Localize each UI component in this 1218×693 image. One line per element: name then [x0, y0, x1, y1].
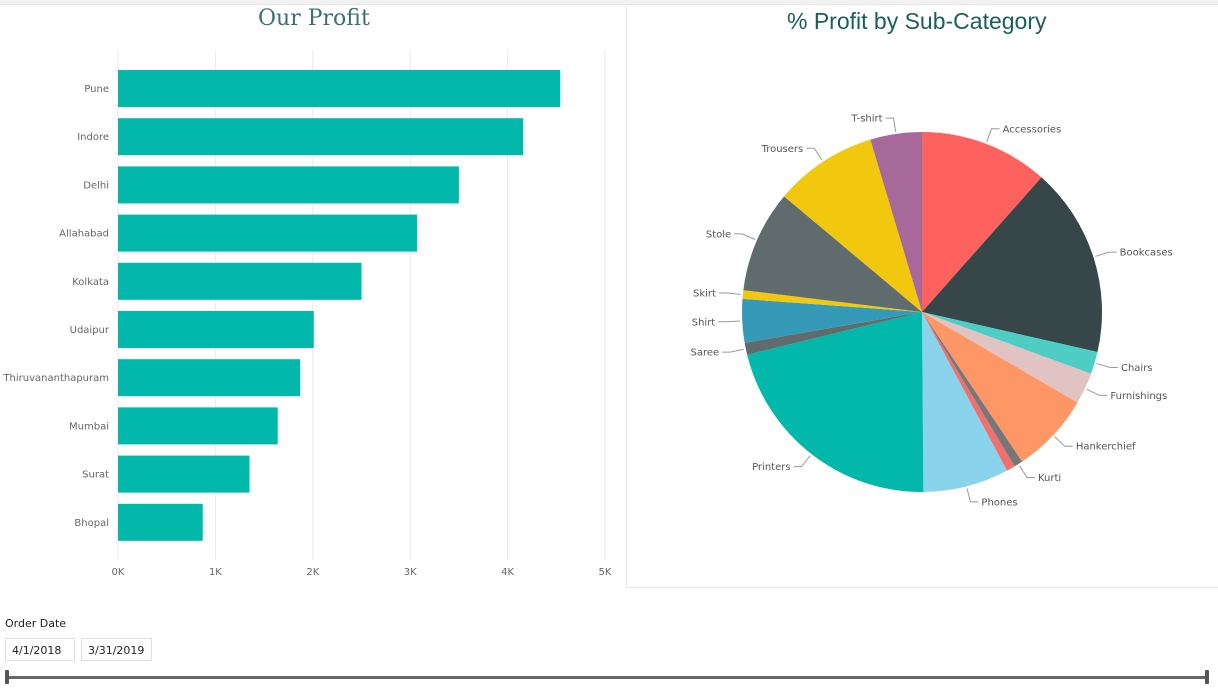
pie-slice-label: Printers — [752, 462, 790, 473]
pie-leader-line — [1019, 465, 1035, 479]
pie-leader-line — [1096, 363, 1118, 369]
pie-leader-line — [734, 233, 756, 240]
bar-chart-title: Our Profit — [258, 6, 370, 31]
pie-slice-label: T-shirt — [850, 114, 882, 125]
pie-slice[interactable] — [743, 196, 922, 312]
x-tick-label: 3K — [404, 567, 417, 578]
bar[interactable] — [118, 118, 524, 156]
bar[interactable] — [118, 262, 362, 300]
y-category-label: Mumbai — [69, 421, 109, 432]
pie-slice[interactable] — [747, 312, 924, 492]
bar[interactable] — [118, 166, 459, 204]
y-category-label: Pune — [84, 84, 109, 95]
top-strip — [0, 0, 1218, 5]
y-category-label: Thiruvananthapuram — [2, 373, 109, 384]
bar[interactable] — [118, 359, 301, 397]
pie-leader-line — [1054, 436, 1073, 447]
pie-slice[interactable] — [922, 312, 1098, 374]
y-category-label: Kolkata — [72, 277, 109, 288]
pie-slice[interactable] — [870, 132, 922, 312]
pie-leader-line — [1086, 388, 1108, 396]
pie-leader-line — [806, 147, 823, 161]
pie-slice[interactable] — [922, 177, 1103, 353]
pie-slice[interactable] — [744, 312, 922, 355]
bar[interactable] — [118, 455, 250, 493]
x-tick-label: 5K — [599, 567, 612, 578]
pie-chart[interactable]: Accessories Bookcases Chairs Furnishings Han… — [690, 114, 1172, 509]
charts-canvas: 0K 1K 2K 3K 4K 5K Pune Indore Delhi Allahabad Kolk… — [2, 50, 1173, 578]
bar[interactable] — [118, 407, 278, 445]
pie-leader-line — [986, 128, 1000, 143]
pie-slice[interactable] — [922, 312, 1007, 492]
pie-slice[interactable] — [784, 139, 922, 312]
x-tick-label: 2K — [306, 567, 319, 578]
end-date-input[interactable]: 3/31/2019 — [81, 638, 152, 661]
pie-slice-label: Furnishings — [1110, 391, 1167, 402]
bar[interactable] — [118, 70, 561, 107]
pie-slice[interactable] — [922, 312, 1023, 467]
pie-slice-label: Shirt — [692, 317, 716, 328]
pie-leader-line — [718, 292, 741, 295]
pie-slice-label: Phones — [981, 497, 1017, 508]
pie-leader-line — [722, 348, 744, 353]
pie-slice-label: Bookcases — [1120, 248, 1173, 259]
y-category-label: Indore — [77, 132, 109, 143]
pie-leader-line — [793, 455, 811, 468]
bar-chart[interactable]: 0K 1K 2K 3K 4K 5K Pune Indore Delhi Allahabad Kolk… — [2, 50, 612, 578]
pie-slice[interactable] — [922, 312, 1015, 471]
pie-visual-container — [626, 5, 1218, 588]
pie-slice-label: Hankerchief — [1076, 442, 1136, 453]
bar[interactable] — [118, 311, 314, 348]
pie-slice[interactable] — [922, 312, 1078, 462]
slider-start-handle[interactable] — [5, 670, 9, 684]
bar[interactable] — [118, 503, 203, 541]
pie-slice[interactable] — [742, 290, 922, 312]
date-range-slider-track[interactable] — [7, 676, 1207, 679]
y-category-label: Surat — [82, 470, 109, 481]
pie-slice[interactable] — [922, 312, 1092, 403]
pie-slice-label: Skirt — [693, 288, 716, 299]
slicer-title: Order Date — [5, 617, 67, 630]
pie-slice[interactable] — [741, 298, 922, 343]
y-category-label: Delhi — [83, 180, 109, 191]
pie-leader-line — [966, 488, 979, 503]
x-tick-label: 1K — [209, 567, 222, 578]
pie-slice-label: Kurti — [1038, 473, 1061, 484]
bar[interactable] — [118, 214, 418, 252]
x-tick-label: 0K — [112, 567, 125, 578]
pie-slice-label: Saree — [690, 348, 719, 359]
slider-end-handle[interactable] — [1205, 670, 1209, 684]
pie-slice-label: Stole — [706, 229, 731, 240]
pie-slice[interactable] — [922, 132, 1042, 312]
y-category-label: Udaipur — [70, 325, 110, 336]
pie-leader-line — [885, 117, 897, 132]
start-date-input[interactable]: 4/1/2018 — [5, 638, 75, 661]
pie-leader-line — [1095, 251, 1117, 257]
pie-slice-label: Accessories — [1003, 124, 1062, 135]
x-tick-label: 4K — [501, 567, 514, 578]
pie-chart-title: % Profit by Sub-Category — [787, 8, 1047, 34]
y-category-label: Bhopal — [74, 518, 109, 529]
pie-slice-label: Chairs — [1121, 363, 1153, 374]
pie-slice-label: Trousers — [761, 144, 804, 155]
y-category-label: Allahabad — [59, 229, 109, 240]
pie-leader-line — [718, 320, 741, 323]
